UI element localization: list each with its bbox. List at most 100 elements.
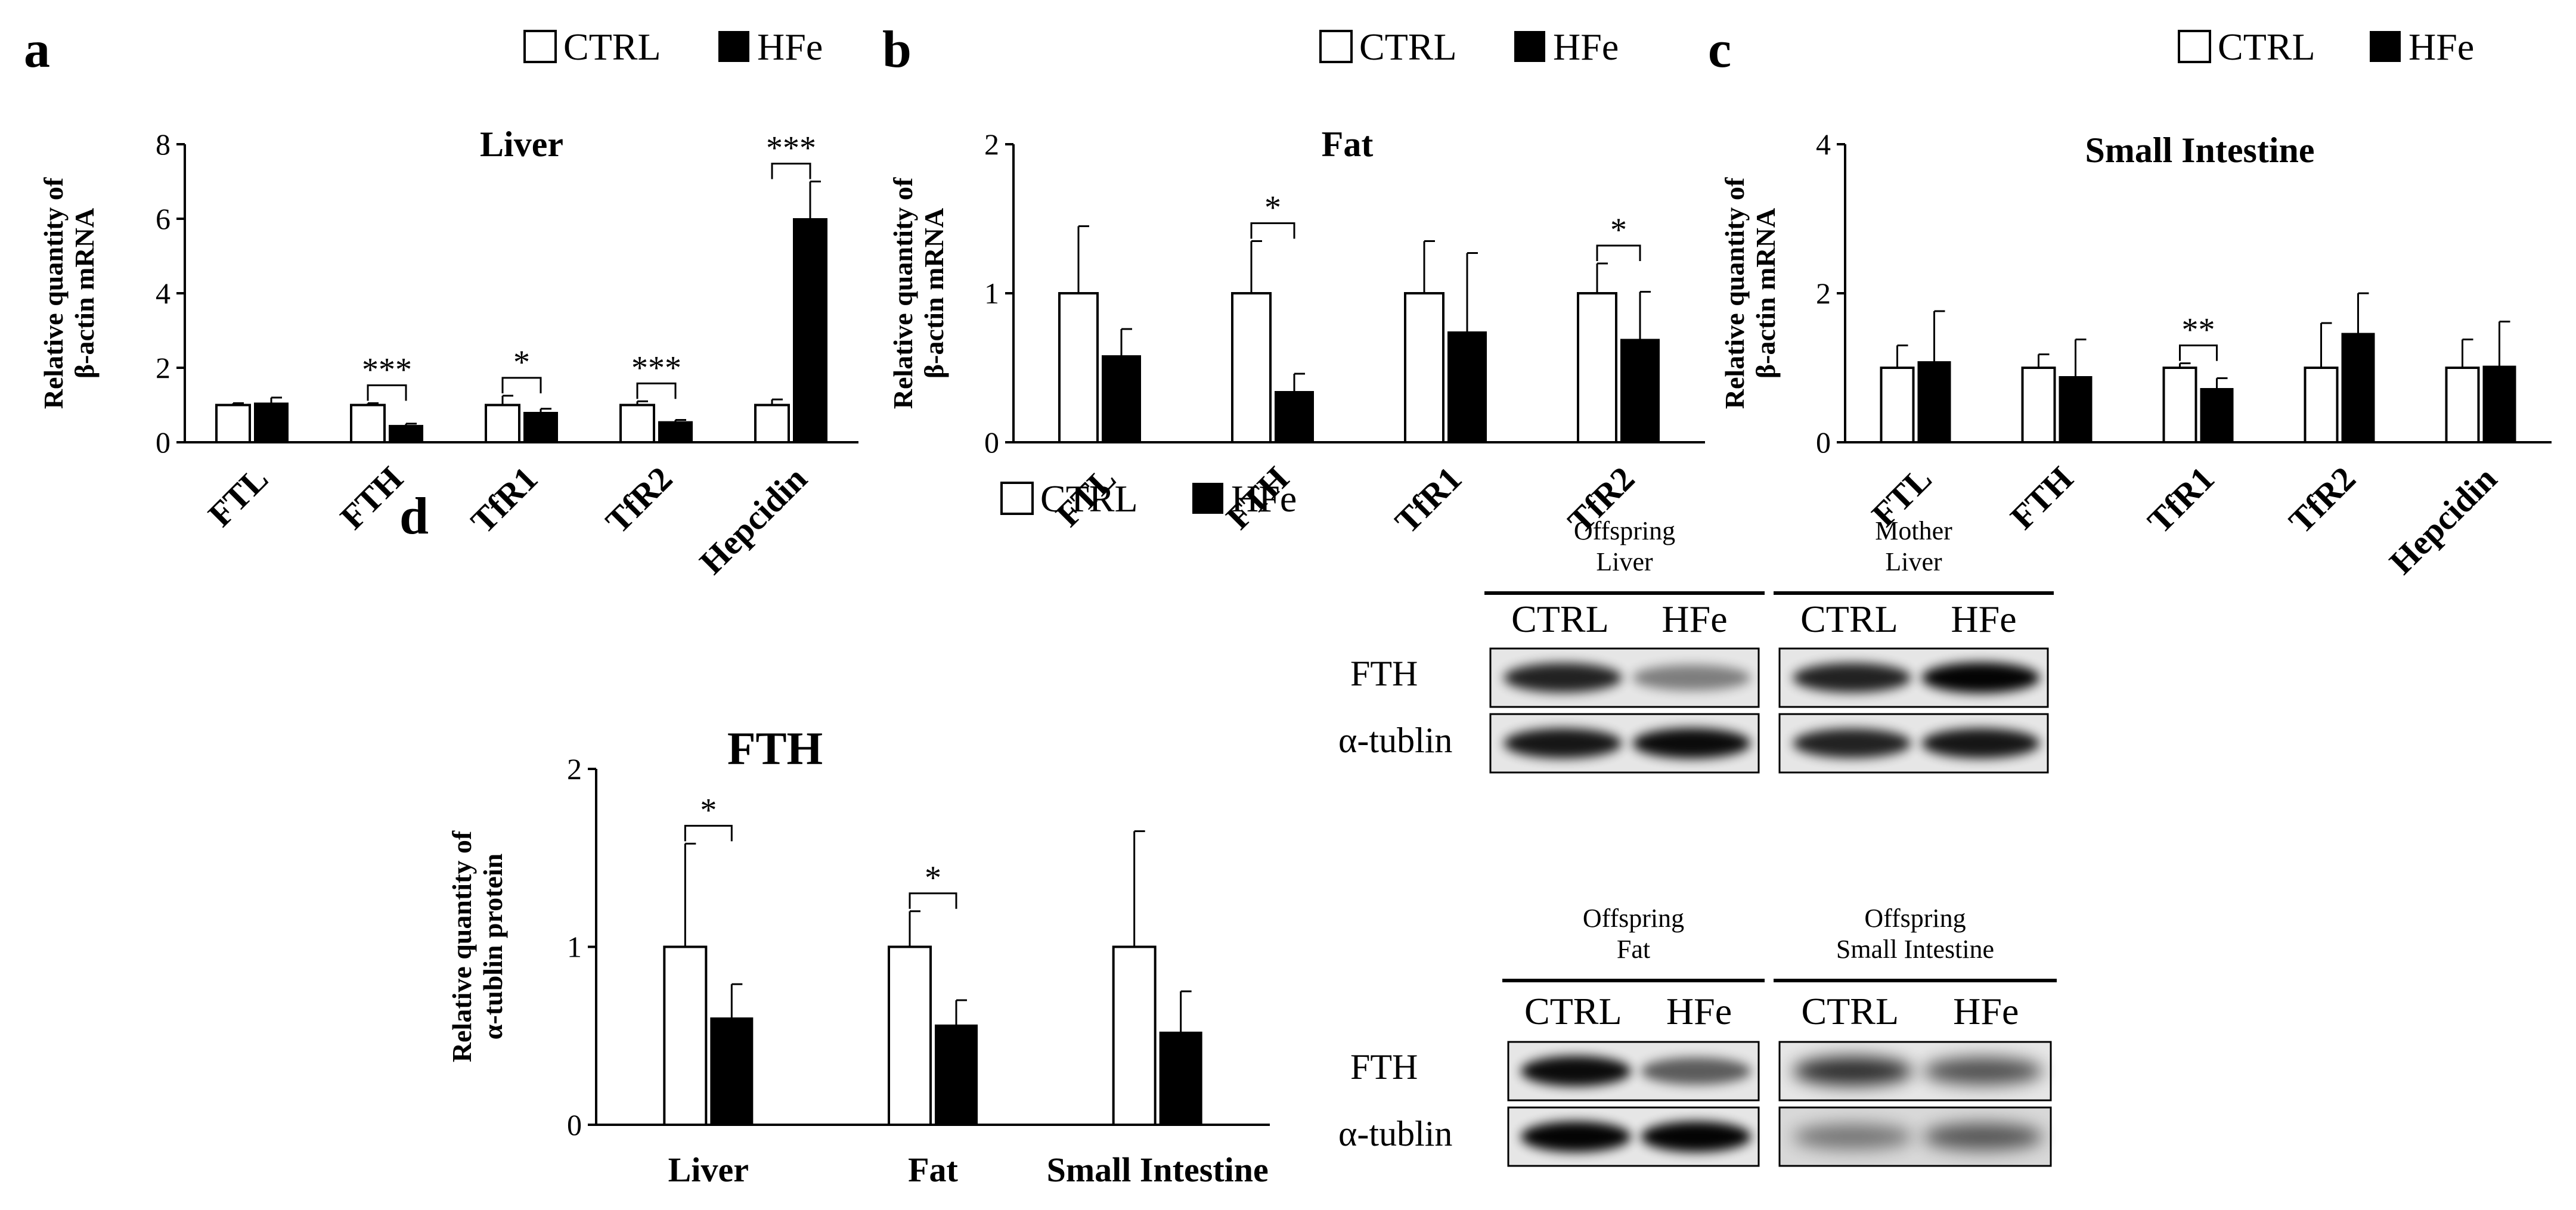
blot-band (1921, 728, 2040, 759)
legend-swatch-ctrl (523, 30, 557, 63)
significance-bracket (2179, 345, 2218, 361)
bar-ctrl (1112, 945, 1157, 1126)
chart-title: Liver (480, 125, 563, 164)
x-tick-label: FTH (1219, 459, 1296, 536)
x-tick-label: TfR2 (2281, 459, 2363, 541)
legend-label-hfe: HFe (2408, 26, 2474, 68)
blot-lane-label: HFe (1951, 598, 2016, 640)
blot-lane-label: CTRL (1511, 598, 1609, 640)
bar-ctrl (754, 404, 790, 443)
y-tick-label: 4 (156, 277, 171, 310)
blot-band (1504, 728, 1622, 759)
legend-label-hfe: HFe (757, 26, 823, 68)
panel-label-d: d (399, 488, 429, 545)
legend-a: CTRL HFe (523, 26, 823, 68)
blot-group-header: Offspring (1574, 516, 1675, 545)
blot-group-header: Liver (1596, 547, 1653, 576)
legend-label-ctrl: CTRL (1040, 477, 1138, 520)
blot-band (1921, 662, 2040, 693)
blot-row-label-fth: FTH (1350, 654, 1418, 693)
blot-band (1793, 1124, 1912, 1150)
bar-hfe (1620, 339, 1660, 443)
bar-ctrl (2021, 367, 2056, 443)
significance-bracket (771, 163, 811, 179)
y-tick-label: 6 (156, 202, 171, 235)
y-axis-label: Relative quantity ofα-tublin protein (447, 830, 508, 1062)
blot-band (1504, 663, 1622, 693)
blot-band (1641, 1121, 1752, 1152)
y-axis-label: Relative quantity ofβ-actin mRNA (1719, 177, 1781, 409)
significance-label: *** (362, 351, 412, 388)
bar-hfe (1917, 361, 1951, 443)
blot-band (1632, 665, 1751, 691)
significance-label: ** (2182, 312, 2215, 349)
y-axis-label: Relative quantity ofβ-actin mRNA (888, 177, 949, 409)
blot-band (1521, 1121, 1631, 1152)
significance-bracket (636, 382, 677, 399)
y-tick-label: 1 (984, 277, 999, 310)
bar-ctrl (1577, 292, 1617, 443)
bar-hfe (2200, 388, 2234, 443)
significance-bracket (1250, 222, 1295, 239)
chart-title: FTH (727, 722, 823, 774)
blot-row-label-tubulin: α-tublin (1338, 1114, 1452, 1153)
blot-band (1793, 663, 1911, 693)
bar-ctrl (2162, 367, 2197, 443)
y-tick-label: 8 (156, 128, 171, 161)
blot-lane-label: HFe (1953, 990, 2019, 1032)
panel-label-a: a (24, 21, 50, 79)
chart-fth-protein: FTH Relative quantity ofα-tublin protein 0… (447, 722, 1270, 1189)
blot-lane-label: HFe (1666, 990, 1732, 1032)
panel-label-b: b (882, 21, 912, 79)
blot-group-header: Liver (1885, 547, 1942, 576)
x-tick-label: Fat (908, 1150, 958, 1189)
y-tick-label: 4 (1816, 128, 1831, 161)
x-tick-label: TfR2 (598, 459, 680, 541)
chart-title: Fat (1322, 125, 1374, 164)
bar-ctrl (2445, 367, 2480, 443)
bar-ctrl (663, 945, 708, 1126)
significance-label: * (925, 860, 941, 896)
legend-label-ctrl: CTRL (1359, 26, 1457, 68)
legend-b: CTRL HFe (1319, 26, 1619, 68)
bar-hfe (710, 1017, 754, 1126)
significance-bracket (501, 377, 542, 393)
x-tick-label: Small Intestine (1047, 1150, 1269, 1189)
bar-hfe (658, 421, 693, 443)
bar-ctrl (1058, 292, 1099, 443)
y-tick-label: 0 (984, 426, 999, 459)
bar-ctrl (1880, 367, 1915, 443)
legend-swatch-hfe (2370, 31, 2401, 62)
significance-label: *** (766, 130, 816, 167)
blot-band (1521, 1056, 1631, 1087)
x-tick-label: FTL (200, 459, 275, 534)
bar-hfe (1102, 355, 1141, 443)
significance-label: * (1610, 212, 1627, 249)
bar-hfe (254, 402, 289, 443)
legend-c: CTRL HFe (2178, 26, 2474, 68)
blot-band (1923, 1057, 2043, 1085)
x-tick-label: TfR1 (1387, 459, 1469, 541)
legend-swatch-ctrl (1000, 482, 1034, 515)
y-tick-label: 2 (984, 128, 999, 161)
bar-ctrl (1231, 292, 1272, 443)
x-tick-label: FTH (2002, 459, 2080, 536)
blot-group-header: Mother (1875, 516, 1952, 545)
x-tick-label: TfR1 (2140, 459, 2222, 541)
blot-lane-label: HFe (1661, 598, 1727, 640)
significance-bracket (909, 892, 957, 909)
bar-ctrl (619, 404, 655, 443)
significance-label: *** (631, 349, 681, 386)
legend-label-ctrl: CTRL (563, 26, 661, 68)
blot-group-header: Fat (1617, 935, 1650, 964)
bar-hfe (2059, 376, 2093, 443)
legend-swatch-hfe (1514, 31, 1545, 62)
significance-label: * (513, 344, 530, 381)
bar-hfe (1275, 391, 1314, 443)
legend-label-hfe: HFe (1553, 26, 1619, 68)
bar-ctrl (215, 404, 251, 443)
